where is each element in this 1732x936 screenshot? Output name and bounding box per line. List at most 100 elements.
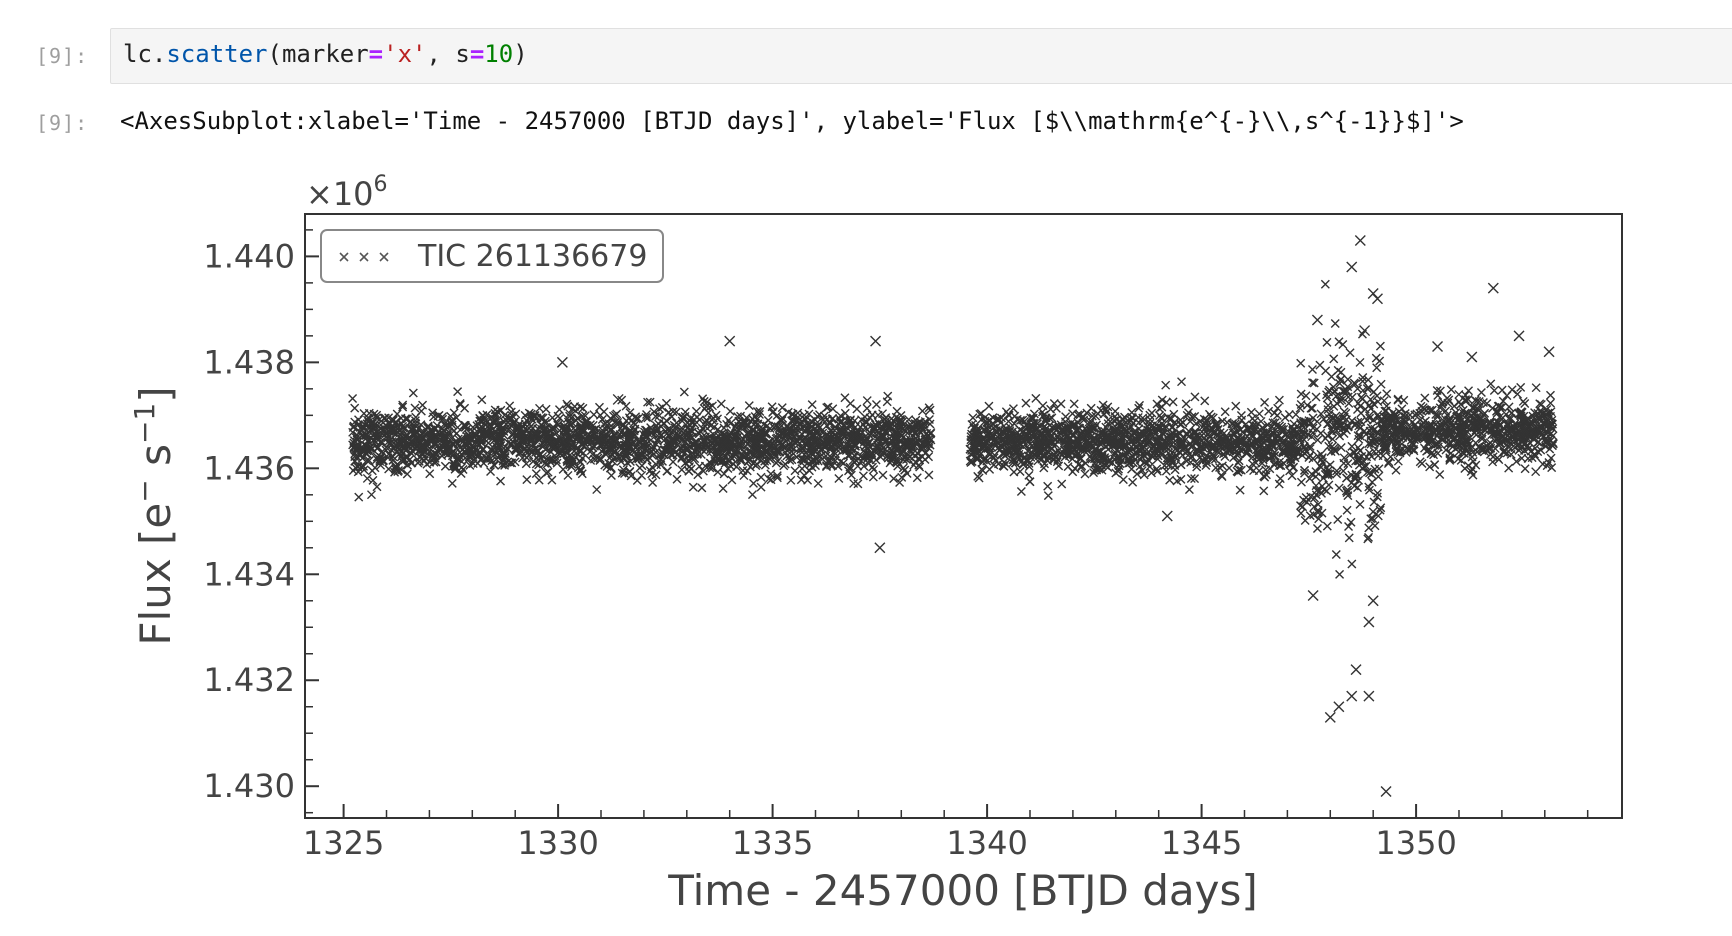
data-point	[527, 431, 537, 441]
data-point	[364, 417, 374, 427]
code-token: (	[267, 40, 282, 68]
data-point	[603, 431, 613, 441]
data-point	[599, 407, 609, 417]
data-point	[836, 411, 846, 421]
data-point	[511, 443, 521, 453]
data-point	[834, 442, 844, 452]
data-point	[362, 473, 372, 483]
data-point	[646, 435, 656, 445]
x-tick-label: 1340	[946, 824, 1027, 862]
data-point	[871, 400, 881, 410]
data-point	[460, 420, 470, 430]
data-point	[562, 427, 572, 437]
input-cell[interactable]: [9]: lc.scatter(marker='x', s=10)	[0, 0, 1732, 90]
data-point	[1311, 472, 1321, 482]
data-point	[1488, 403, 1498, 413]
x-tick-label: 1335	[732, 824, 813, 862]
data-point	[490, 460, 500, 470]
data-point	[1329, 354, 1339, 364]
data-point	[1333, 365, 1343, 375]
data-point	[765, 454, 775, 464]
data-point	[889, 474, 899, 484]
data-point	[840, 431, 850, 441]
data-point	[891, 442, 901, 452]
data-point	[625, 408, 635, 418]
data-point	[719, 423, 729, 433]
data-point	[440, 421, 450, 431]
data-point	[578, 403, 588, 413]
data-point	[373, 435, 383, 445]
data-point	[670, 423, 680, 433]
data-point	[646, 428, 656, 438]
data-point	[1190, 392, 1200, 402]
data-point	[895, 417, 905, 427]
data-point	[1345, 348, 1355, 358]
data-point	[592, 485, 602, 495]
data-point	[772, 471, 782, 481]
data-point	[701, 441, 711, 451]
data-point	[647, 447, 657, 457]
data-point	[781, 448, 791, 458]
data-point	[645, 397, 655, 407]
data-point	[589, 410, 599, 420]
output-repr-text: <AxesSubplot:xlabel='Time - 2457000 [BTJ…	[120, 107, 1464, 135]
data-point	[698, 394, 708, 404]
data-point	[562, 399, 572, 409]
data-point	[535, 449, 545, 459]
data-point	[745, 448, 755, 458]
data-point	[666, 435, 676, 445]
data-point	[617, 468, 627, 478]
data-point	[811, 436, 821, 446]
outlier-point	[1350, 664, 1362, 676]
data-point	[713, 467, 723, 477]
code-token: ,	[426, 40, 456, 68]
data-point	[703, 435, 713, 445]
data-point	[856, 415, 866, 425]
code-token: 10	[484, 40, 514, 68]
data-point	[411, 434, 421, 444]
data-point	[414, 434, 424, 444]
data-point	[410, 416, 420, 426]
data-point	[718, 483, 728, 493]
data-point	[798, 444, 808, 454]
data-point	[383, 453, 393, 463]
data-point	[528, 423, 538, 433]
code-line[interactable]: lc.scatter(marker='x', s=10)	[123, 40, 528, 68]
data-point	[534, 460, 544, 470]
outlier-point	[1363, 690, 1375, 702]
data-point	[1476, 388, 1486, 398]
data-point	[505, 419, 515, 429]
data-point	[651, 470, 661, 480]
data-point	[562, 448, 572, 458]
data-point	[797, 464, 807, 474]
data-point	[844, 438, 854, 448]
data-point	[705, 436, 715, 446]
data-point	[762, 421, 772, 431]
data-point	[421, 453, 431, 463]
data-point	[577, 469, 587, 479]
data-point	[785, 455, 795, 465]
y-tick-label: 1.438	[203, 343, 295, 381]
data-point	[550, 443, 560, 453]
data-point	[1246, 407, 1256, 417]
data-point	[805, 460, 815, 470]
data-point	[845, 450, 855, 460]
data-point	[712, 447, 722, 457]
data-point	[917, 424, 927, 434]
outlier-point	[874, 542, 886, 554]
data-point	[391, 426, 401, 436]
data-point	[511, 409, 521, 419]
code-token: =	[368, 40, 384, 68]
data-point	[768, 407, 778, 417]
data-point	[542, 444, 552, 454]
code-editor[interactable]: lc.scatter(marker='x', s=10)	[110, 28, 1732, 84]
data-point	[387, 445, 397, 455]
data-point	[1330, 319, 1340, 328]
data-point	[684, 456, 694, 466]
data-point	[491, 427, 501, 437]
data-point	[844, 466, 853, 476]
data-point	[417, 448, 427, 458]
data-point	[764, 474, 774, 484]
data-point	[1322, 521, 1332, 531]
data-point	[394, 442, 404, 452]
